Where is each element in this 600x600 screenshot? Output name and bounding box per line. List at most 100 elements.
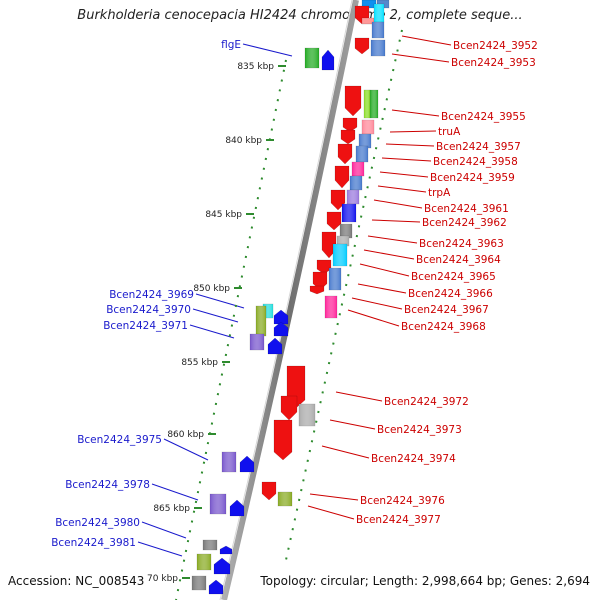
- gene-label-right: Bcen2424_3976: [360, 495, 445, 507]
- tick-label: 70 kbp: [147, 574, 178, 584]
- feature-block-shade: [340, 224, 352, 238]
- feature-block-shade: [370, 90, 378, 118]
- gene-label-right: Bcen2424_3973: [377, 424, 462, 436]
- feature-red-cds: [340, 129, 356, 145]
- gene-label-right: Bcen2424_3955: [441, 111, 526, 123]
- feature-3974-cds: [273, 419, 293, 461]
- feature-red-cds: [337, 143, 353, 165]
- feature-block-shade: [359, 134, 371, 148]
- feature-3952-steel-shade: [372, 22, 384, 38]
- connector-right: [335, 391, 383, 402]
- gene-label-left: Bcen2424_3980: [55, 517, 140, 529]
- connector-right: [373, 199, 423, 209]
- feature-flge-green-shade: [305, 48, 319, 68]
- feature-3953-cds: [354, 37, 370, 55]
- connector-right: [357, 283, 407, 294]
- feature-block-shade: [352, 162, 364, 176]
- feature-red-cds: [316, 259, 332, 275]
- connector-right: [377, 185, 427, 193]
- gene-label-right: Bcen2424_3959: [430, 172, 515, 184]
- gene-label-right: Bcen2424_3957: [436, 141, 521, 153]
- gene-label-right: Bcen2424_3953: [451, 57, 536, 69]
- feature-3981-arrow: [213, 557, 231, 575]
- feature-3976-cds: [261, 481, 277, 501]
- connector-right: [363, 249, 415, 260]
- connector-right: [391, 53, 450, 63]
- gene-label-right: Bcen2424_3952: [453, 40, 538, 52]
- feature-3969-cyan-shade: [263, 304, 273, 318]
- gene-label-right: Bcen2424_3974: [371, 453, 456, 465]
- feature-3981-olive-shade: [197, 554, 211, 570]
- tick-label: 840 kbp: [225, 136, 262, 146]
- feature-flge-arrow: [321, 49, 335, 71]
- feature-red-cds: [342, 117, 358, 133]
- tick-label: 835 kbp: [237, 62, 274, 72]
- tick-label: 850 kbp: [193, 284, 230, 294]
- gene-label-right: Bcen2424_3972: [384, 396, 469, 408]
- connector-right: [309, 493, 359, 501]
- feature-block-shade: [347, 190, 359, 204]
- connector-left: [137, 541, 183, 557]
- connector-right: [371, 219, 421, 223]
- map-title: Burkholderia cenocepacia HI2424 chromoso…: [77, 8, 523, 23]
- gene-label-left: Bcen2424_3981: [51, 537, 136, 549]
- feature-bottom-grey-shade: [192, 576, 206, 590]
- feature-3970-olive-shade: [256, 306, 266, 336]
- tick-label: 860 kbp: [167, 430, 204, 440]
- gene-label-right: trpA: [428, 187, 451, 199]
- connector-right: [367, 235, 418, 244]
- gene-label-left: flgE: [221, 39, 241, 51]
- feature-red-cds: [334, 165, 350, 189]
- connector-left: [163, 438, 209, 461]
- connector-right: [389, 130, 437, 133]
- right-dotted-track: [285, 29, 403, 561]
- connector-right: [385, 143, 435, 147]
- connector-left: [141, 521, 187, 539]
- feature-red-cds: [326, 211, 342, 231]
- gene-label-right: Bcen2424_3964: [416, 254, 501, 266]
- left-dotted-track: [175, 59, 287, 600]
- feature-block-shade: [350, 176, 362, 190]
- connector-right: [401, 35, 452, 46]
- feature-3978-arrow: [229, 499, 245, 517]
- tick-label: 855 kbp: [181, 358, 218, 368]
- feature-3953-steel-shade: [371, 40, 385, 56]
- feature-3975-arrow: [239, 455, 255, 473]
- feature-block-shade: [329, 268, 341, 290]
- gene-label-left: Bcen2424_3978: [65, 479, 150, 491]
- tick-label: 865 kbp: [153, 504, 190, 514]
- connector-right: [391, 109, 440, 117]
- feature-3980-arrow: [219, 545, 233, 555]
- feature-bottom-arrow: [208, 579, 224, 595]
- gene-label-right: Bcen2424_3965: [411, 271, 496, 283]
- connector-right: [381, 157, 432, 162]
- feature-block-shade: [364, 90, 370, 118]
- feature-3980-grey-shade: [203, 540, 217, 550]
- accession-label: Accession: NC_008543: [8, 574, 145, 588]
- gene-label-right: Bcen2424_3967: [404, 304, 489, 316]
- feature-3973-grey-shade: [299, 404, 315, 426]
- gene-label-right: Bcen2424_3963: [419, 238, 504, 250]
- gene-label-left: Bcen2424_3971: [103, 320, 188, 332]
- connector-left: [151, 483, 199, 501]
- gene-label-right: truA: [438, 126, 461, 138]
- feature-3977-olive-shade: [278, 492, 292, 506]
- feature-block-shade: [325, 296, 337, 318]
- feature-red-cds: [330, 189, 346, 211]
- gene-label-right: Bcen2424_3977: [356, 514, 441, 526]
- feature-red-cds: [321, 231, 337, 259]
- feature-block-shade: [356, 146, 368, 162]
- gene-label-right: Bcen2424_3962: [422, 217, 507, 229]
- connector-right: [379, 171, 429, 178]
- feature-block-shade: [362, 120, 374, 134]
- feature-block-shade: [333, 244, 347, 266]
- connector-left: [189, 324, 235, 339]
- feature-3971-purple-shade: [250, 334, 264, 350]
- feature-3978-purple-shade: [210, 494, 226, 514]
- gene-label-left: Bcen2424_3970: [106, 304, 191, 316]
- connector-right: [307, 505, 355, 520]
- gene-label-right: Bcen2424_3961: [424, 203, 509, 215]
- gene-label-right: Bcen2424_3966: [408, 288, 493, 300]
- feature-red-small: [309, 285, 325, 295]
